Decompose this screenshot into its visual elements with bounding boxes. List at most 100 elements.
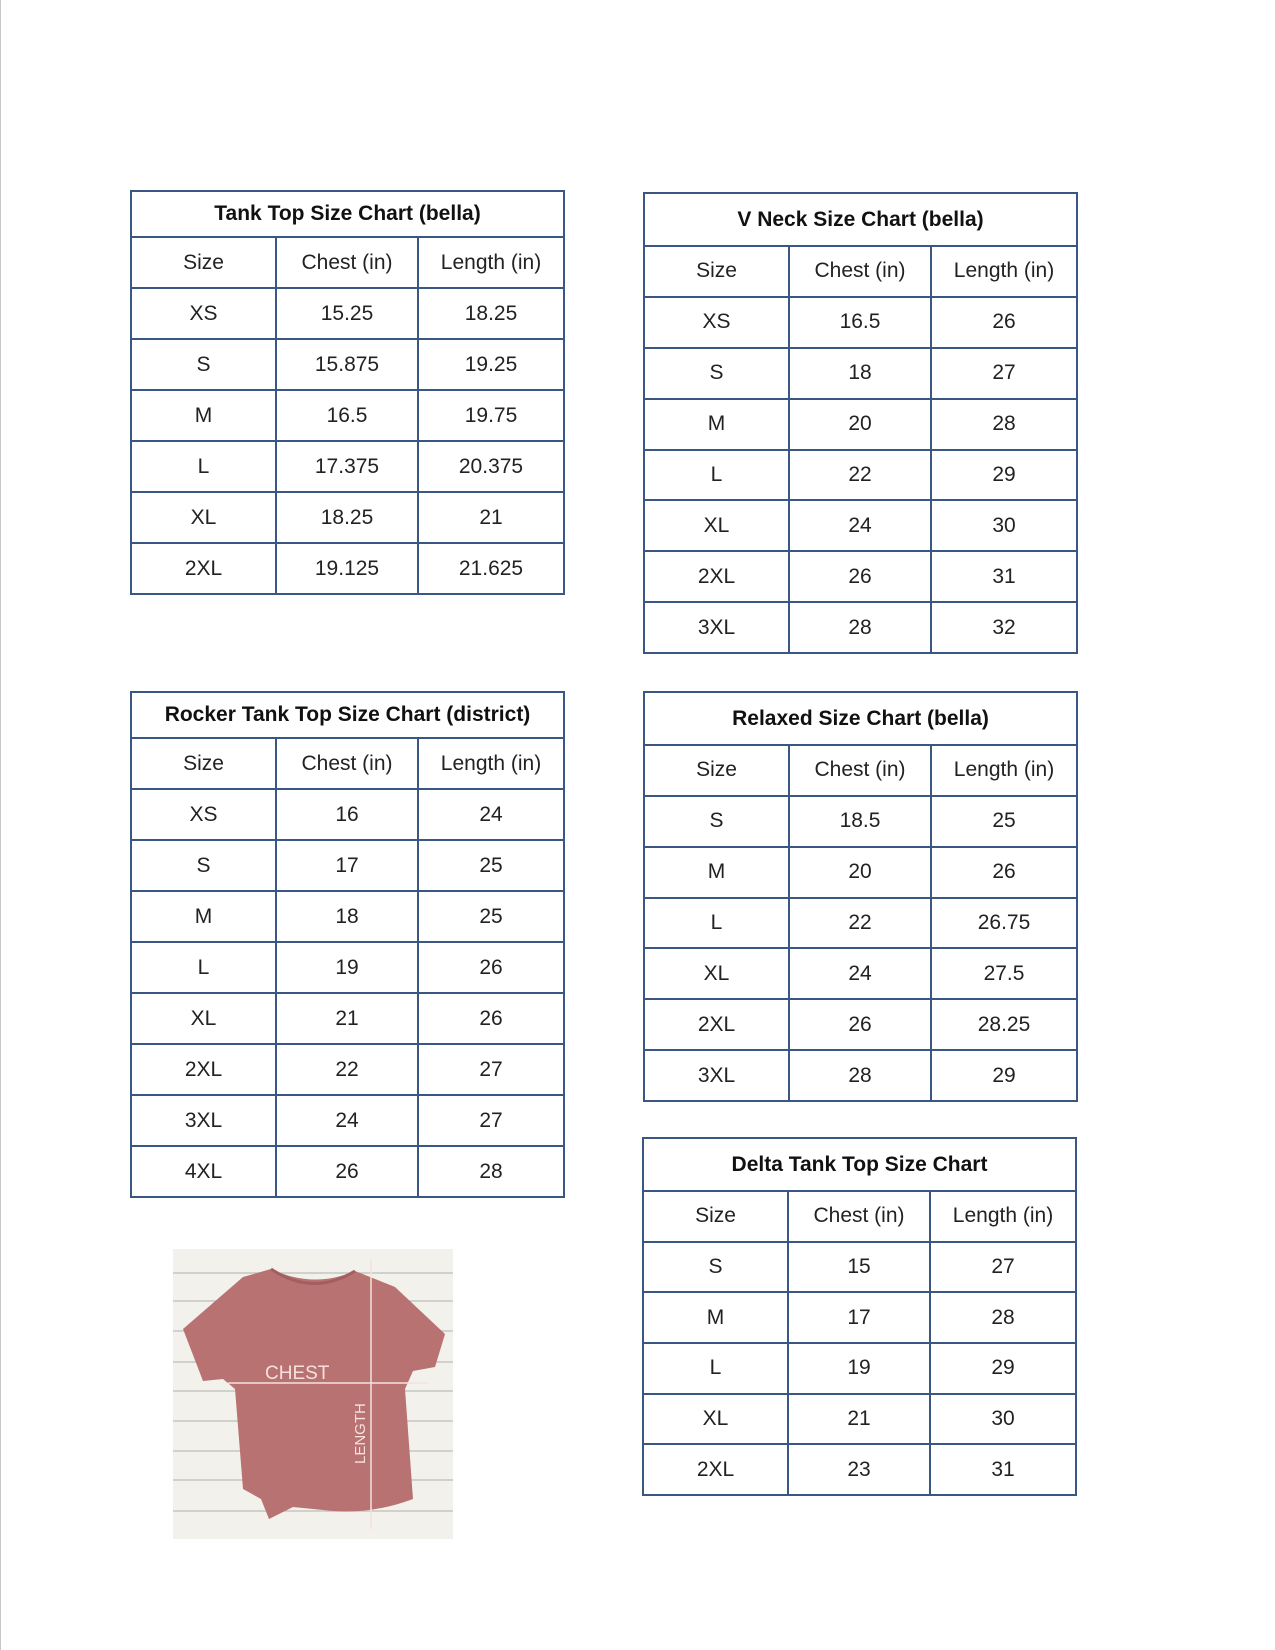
table-row: 2XL 22 27 [132,1045,563,1096]
table-cell: 17.375 [277,442,419,491]
table-cell: 2XL [644,1445,789,1495]
table-row: 2XL 19.125 21.625 [132,544,563,593]
table-cell: 15.875 [277,340,419,389]
table-cell: L [132,442,277,491]
relaxed-size-chart: Relaxed Size Chart (bella) Size Chest (in)… [643,691,1078,1102]
column-header: Size [132,739,277,788]
table-cell: 29 [991,1356,1015,1380]
rocker-tank-size-chart: Rocker Tank Top Size Chart (district) Siz… [130,691,565,1198]
table-row: XS 15.25 18.25 [132,289,563,340]
table-cell: 2XL [132,1045,277,1094]
table-cell: M [645,399,790,449]
column-header: Length (in) [952,1204,1054,1228]
chest-label: CHEST [265,1363,330,1384]
table-row: L 22 26.75 [645,898,1076,950]
table-cell: 23 [789,1445,931,1495]
chart-title: Rocker Tank Top Size Chart (district) [132,693,563,739]
table-cell: 28 [790,1051,932,1101]
table-cell: 19.25 [464,352,518,376]
table-cell: 26 [992,860,1016,884]
table-cell: 20.375 [458,454,524,478]
table-cell: 2XL [132,544,277,593]
table-cell: 31 [991,1457,1015,1481]
table-cell: L [645,898,790,948]
table-cell: 25 [479,853,503,877]
table-cell: 21.625 [458,556,524,580]
table-cell: 24 [790,501,932,551]
table-cell: 18.25 [464,301,518,325]
table-cell: 27 [479,1057,503,1081]
table-cell: 22 [790,898,932,948]
table-row: 2XL 26 28.25 [645,1000,1076,1052]
v-neck-size-chart: V Neck Size Chart (bella) Size Chest (in) L… [643,192,1078,654]
table-cell: 28 [992,412,1016,436]
table-cell: 32 [992,615,1016,639]
table-cell: 28.25 [977,1012,1031,1036]
table-row: L 17.375 20.375 [132,442,563,493]
table-cell: 18.25 [277,493,419,542]
table-cell: L [645,450,790,500]
header-row: Size Chest (in) Length (in) [132,739,563,790]
table-cell: 28 [991,1305,1015,1329]
chart-title: Tank Top Size Chart (bella) [132,192,563,238]
table-cell: 21 [277,994,419,1043]
column-header: Size [645,247,790,296]
column-header: Size [645,746,790,795]
table-cell: XS [132,790,277,839]
table-cell: 27 [992,361,1016,385]
column-header: Length (in) [440,250,542,274]
table-cell: 17 [277,841,419,890]
table-cell: XS [132,289,277,338]
table-cell: 16.5 [277,391,419,440]
table-row: 3XL 28 32 [645,603,1076,652]
table-cell: M [132,391,277,440]
column-header: Chest (in) [277,739,419,788]
header-row: Size Chest (in) Length (in) [645,746,1076,797]
table-cell: S [644,1242,789,1292]
page-edge [0,0,1,1650]
table-cell: XL [645,949,790,999]
table-cell: 15.25 [277,289,419,338]
table-cell: S [132,340,277,389]
table-cell: S [645,348,790,398]
table-cell: 19.125 [277,544,419,593]
table-row: L 22 29 [645,450,1076,502]
table-cell: 28 [479,1159,503,1183]
table-cell: 27.5 [983,961,1025,985]
table-cell: 3XL [132,1096,277,1145]
column-header: Length (in) [440,751,542,775]
table-cell: M [645,847,790,897]
table-cell: 27 [479,1108,503,1132]
table-cell: 28 [790,603,932,652]
table-cell: XL [132,493,277,542]
table-cell: 24 [277,1096,419,1145]
table-cell: M [132,892,277,941]
table-cell: 2XL [645,1000,790,1050]
table-row: XL 21 30 [644,1394,1075,1446]
table-cell: XL [645,501,790,551]
table-cell: 22 [277,1045,419,1094]
table-cell: 18 [790,348,932,398]
table-cell: 31 [992,564,1016,588]
table-cell: 3XL [645,603,790,652]
tshirt-shape [183,1269,445,1519]
table-row: S 18 27 [645,348,1076,400]
chart-title: Delta Tank Top Size Chart [644,1139,1075,1192]
tshirt-measurement-photo: CHEST LENGTH [173,1249,453,1539]
table-row: XL 18.25 21 [132,493,563,544]
chart-title: Relaxed Size Chart (bella) [645,693,1076,746]
table-cell: XL [132,994,277,1043]
table-cell: 3XL [645,1051,790,1101]
table-cell: 24 [479,802,503,826]
table-cell: 21 [479,505,503,529]
column-header: Chest (in) [790,247,932,296]
table-cell: 26 [479,1006,503,1030]
table-row: XL 24 30 [645,501,1076,553]
column-header: Chest (in) [789,1192,931,1241]
table-cell: 16.5 [790,297,932,347]
table-row: 2XL 26 31 [645,552,1076,604]
table-cell: 18 [277,892,419,941]
table-cell: 26.75 [977,911,1031,934]
table-row: L 19 29 [644,1344,1075,1395]
table-row: XS 16 24 [132,790,563,841]
